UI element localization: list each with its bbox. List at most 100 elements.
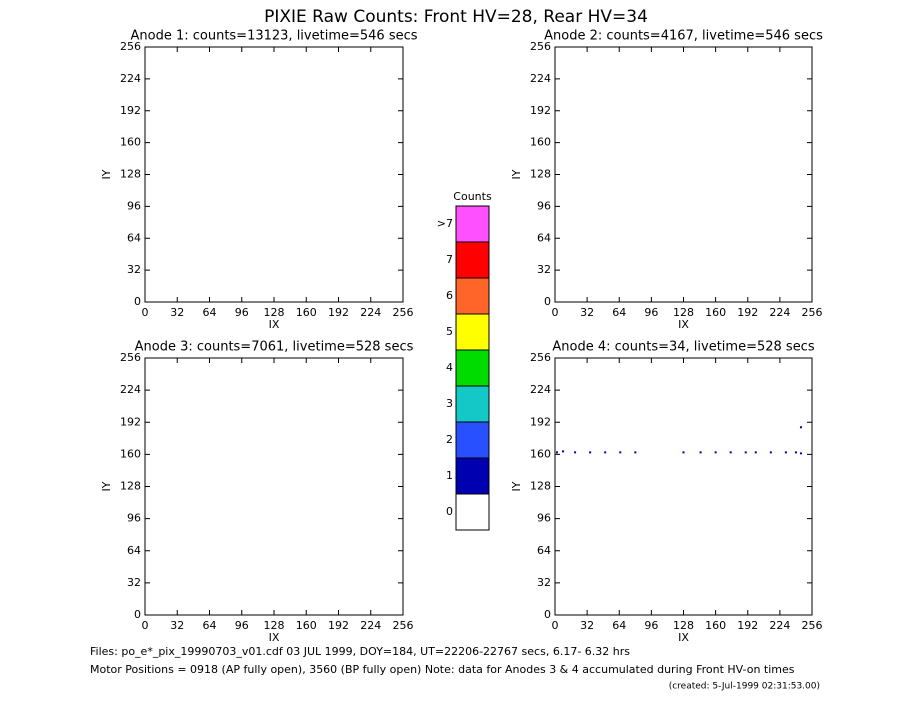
y-tick-label: 160: [530, 447, 551, 460]
y-tick-label: 128: [120, 168, 141, 181]
y-tick-label: 160: [120, 447, 141, 460]
plot-frame: [554, 357, 813, 616]
x-tick-label: 64: [203, 619, 217, 632]
x-tick-label: 32: [580, 619, 594, 632]
y-tick-label: 32: [537, 263, 551, 276]
y-tick-label: 256: [120, 351, 141, 364]
x-tick-label: 192: [328, 619, 349, 632]
x-tick-label: 0: [552, 619, 559, 632]
x-tick-label: 160: [296, 619, 317, 632]
colorbar-label: 6: [446, 289, 453, 302]
x-tick-label: 0: [142, 619, 149, 632]
footer-motor: Motor Positions = 0918 (AP fully open), …: [90, 663, 795, 676]
y-tick-label: 96: [127, 199, 141, 212]
x-tick-label: 32: [580, 306, 594, 319]
point: [729, 451, 732, 454]
colorbar-label: 4: [446, 361, 453, 374]
y-tick-label: 224: [120, 72, 141, 85]
x-tick-label: 256: [802, 619, 823, 632]
point: [784, 451, 787, 454]
footer-created: (created: 5-Jul-1999 02:31:53.00): [669, 682, 820, 692]
x-tick-label: 0: [142, 306, 149, 319]
y-tick-label: 0: [134, 295, 141, 308]
colorbar-swatch: [455, 349, 490, 387]
colorbar-label: 7: [446, 253, 453, 266]
y-tick-label: 256: [530, 40, 551, 53]
point: [682, 451, 685, 454]
colorbar-label: 3: [446, 397, 453, 410]
y-tick-label: 256: [120, 40, 141, 53]
x-tick-label: 160: [705, 306, 726, 319]
point: [589, 451, 592, 454]
y-tick-label: 192: [120, 415, 141, 428]
colorbar-title: Counts: [453, 190, 492, 203]
x-tick-label: 96: [235, 306, 249, 319]
y-tick-label: 0: [544, 608, 551, 621]
point: [562, 450, 565, 453]
y-axis-label: IY: [510, 481, 523, 491]
y-tick-label: 64: [537, 544, 551, 557]
x-tick-label: 64: [612, 619, 626, 632]
colorbar-swatch: [455, 313, 490, 351]
x-tick-label: 96: [644, 619, 658, 632]
y-tick-label: 64: [127, 231, 141, 244]
y-axis-label: IY: [100, 169, 113, 179]
point: [799, 426, 802, 429]
x-tick-label: 224: [360, 619, 381, 632]
point: [794, 451, 797, 454]
point: [699, 451, 702, 454]
panel-title: Anode 4: counts=34, livetime=528 secs: [552, 340, 814, 355]
y-tick-label: 160: [530, 136, 551, 149]
x-tick-label: 32: [170, 306, 184, 319]
x-tick-label: 128: [264, 306, 285, 319]
x-tick-label: 224: [769, 619, 790, 632]
x-tick-label: 32: [170, 619, 184, 632]
point: [744, 451, 747, 454]
colorbar-swatch: [455, 277, 490, 315]
y-tick-label: 224: [530, 383, 551, 396]
colorbar-swatch: [455, 421, 490, 459]
y-tick-label: 256: [530, 351, 551, 364]
colorbar-swatch: [455, 385, 490, 423]
y-tick-label: 0: [544, 295, 551, 308]
x-axis-label: IX: [678, 318, 689, 331]
footer-files: Files: po_e*_pix_19990703_v01.cdf 03 JUL…: [90, 645, 630, 658]
x-tick-label: 256: [393, 306, 414, 319]
x-tick-label: 128: [673, 619, 694, 632]
x-tick-label: 0: [552, 306, 559, 319]
point: [604, 451, 607, 454]
y-tick-label: 160: [120, 136, 141, 149]
y-tick-label: 96: [537, 512, 551, 525]
panel-title: Anode 1: counts=13123, livetime=546 secs: [130, 29, 417, 44]
point: [714, 451, 717, 454]
x-tick-label: 64: [612, 306, 626, 319]
x-tick-label: 192: [737, 619, 758, 632]
point: [619, 451, 622, 454]
x-tick-label: 96: [235, 619, 249, 632]
x-tick-label: 96: [644, 306, 658, 319]
colorbar-label: 0: [446, 505, 453, 518]
point: [754, 451, 757, 454]
y-tick-label: 224: [530, 72, 551, 85]
y-tick-label: 32: [127, 576, 141, 589]
x-tick-label: 128: [264, 619, 285, 632]
y-tick-label: 96: [127, 512, 141, 525]
x-axis-label: IX: [678, 631, 689, 644]
y-tick-label: 192: [530, 415, 551, 428]
y-tick-label: 192: [530, 104, 551, 117]
point: [556, 451, 559, 454]
x-tick-label: 224: [360, 306, 381, 319]
x-axis-label: IX: [269, 318, 280, 331]
colorbar-label: 1: [446, 469, 453, 482]
x-axis-label: IX: [269, 631, 280, 644]
colorbar-swatch: [455, 205, 490, 243]
point: [799, 452, 802, 455]
x-tick-label: 256: [393, 619, 414, 632]
panel-title: Anode 3: counts=7061, livetime=528 secs: [135, 340, 414, 355]
chart-title: PIXIE Raw Counts: Front HV=28, Rear HV=3…: [264, 7, 648, 27]
point: [769, 451, 772, 454]
x-tick-label: 160: [296, 306, 317, 319]
x-tick-label: 64: [203, 306, 217, 319]
colorbar-swatch: [455, 241, 490, 279]
